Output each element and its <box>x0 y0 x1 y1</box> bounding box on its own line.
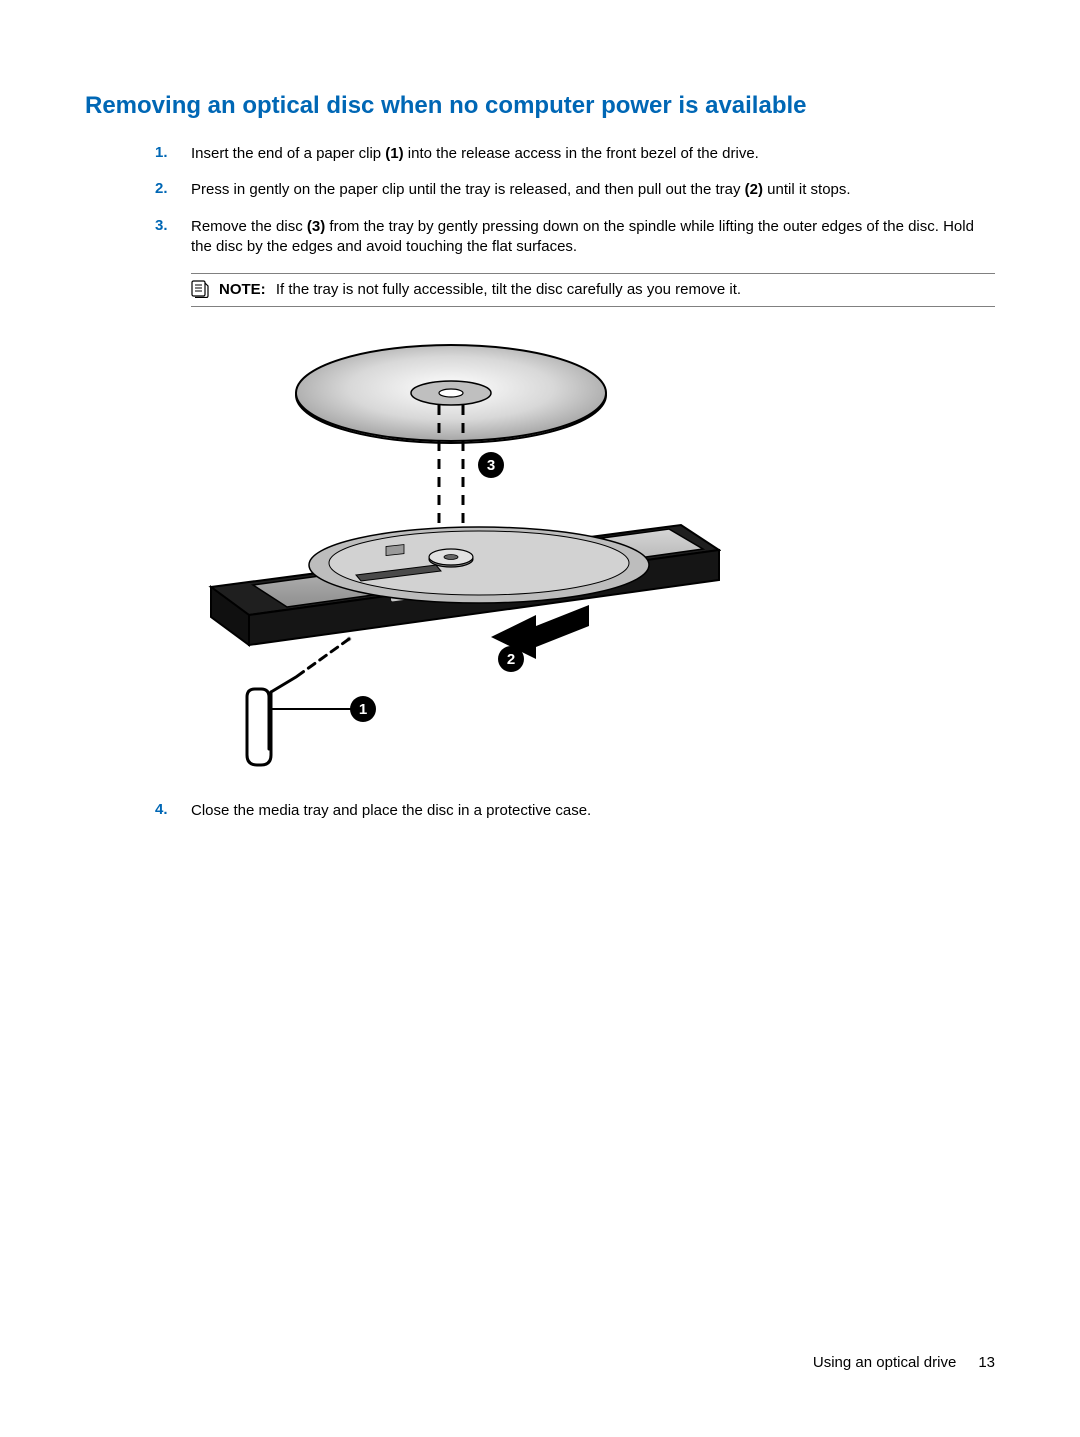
step-text: Remove the disc (3) from the tray by gen… <box>191 217 995 258</box>
step-1: 1. Insert the end of a paper clip (1) in… <box>155 144 995 164</box>
step-3: 3. Remove the disc (3) from the tray by … <box>155 217 995 258</box>
step-number: 4. <box>155 801 191 821</box>
paperclip-icon <box>247 639 349 765</box>
step-2: 2. Press in gently on the paper clip unt… <box>155 180 995 200</box>
footer-page-number: 13 <box>978 1354 995 1371</box>
note-icon <box>191 280 209 298</box>
note-label: NOTE: <box>219 281 266 298</box>
steps-list-continued: 4. Close the media tray and place the di… <box>155 801 995 821</box>
page-heading: Removing an optical disc when no compute… <box>85 92 995 120</box>
note-block: NOTE: If the tray is not fully accessibl… <box>191 273 995 307</box>
steps-list: 1. Insert the end of a paper clip (1) in… <box>155 144 995 257</box>
text: Insert the end of a paper clip <box>191 145 385 162</box>
step-number: 2. <box>155 180 191 200</box>
callout-1: 1 <box>359 701 367 718</box>
text: until it stops. <box>763 181 851 198</box>
disc-removal-illustration: 3 2 <box>191 337 721 767</box>
page-footer: Using an optical drive 13 <box>813 1354 995 1371</box>
step-number: 1. <box>155 144 191 164</box>
step-4: 4. Close the media tray and place the di… <box>155 801 995 821</box>
step-text: Close the media tray and place the disc … <box>191 801 995 821</box>
footer-section: Using an optical drive <box>813 1354 956 1371</box>
step-text: Press in gently on the paper clip until … <box>191 180 995 200</box>
callout-ref: (2) <box>745 181 763 198</box>
text: into the release access in the front bez… <box>404 145 759 162</box>
text: Remove the disc <box>191 218 307 235</box>
note-text: NOTE: If the tray is not fully accessibl… <box>219 280 741 300</box>
callout-ref: (3) <box>307 218 325 235</box>
callout-2: 2 <box>507 651 515 668</box>
text: Press in gently on the paper clip until … <box>191 181 745 198</box>
callout-ref: (1) <box>385 145 403 162</box>
callout-3: 3 <box>487 457 495 474</box>
step-text: Insert the end of a paper clip (1) into … <box>191 144 995 164</box>
note-body: If the tray is not fully accessible, til… <box>276 281 741 298</box>
step-number: 3. <box>155 217 191 258</box>
